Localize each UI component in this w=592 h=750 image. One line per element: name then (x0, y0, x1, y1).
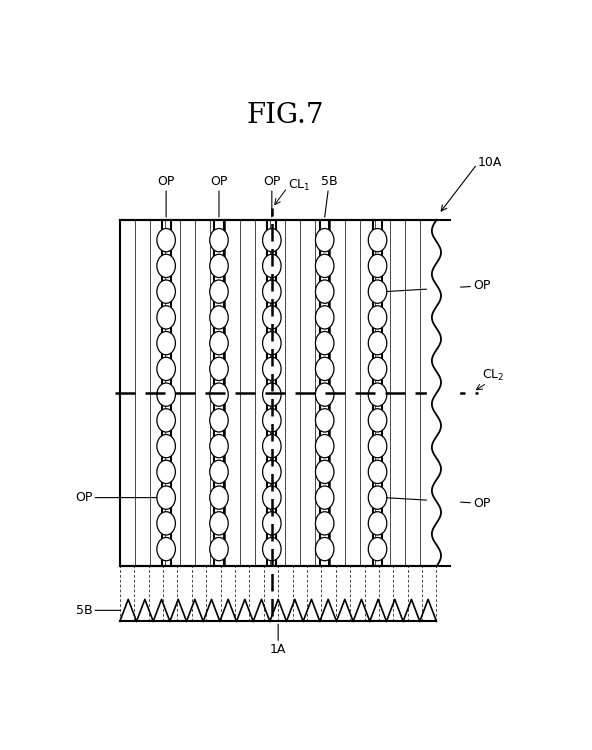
Circle shape (157, 512, 175, 535)
Circle shape (368, 229, 387, 252)
Circle shape (210, 306, 229, 329)
Circle shape (210, 280, 229, 303)
Circle shape (157, 434, 175, 457)
Text: OP: OP (157, 176, 175, 217)
Text: OP: OP (75, 491, 159, 504)
Circle shape (263, 332, 281, 355)
Circle shape (316, 229, 334, 252)
Circle shape (316, 434, 334, 457)
Circle shape (263, 409, 281, 432)
Circle shape (210, 538, 229, 561)
Text: OP: OP (263, 176, 281, 217)
Circle shape (368, 383, 387, 406)
Circle shape (210, 512, 229, 535)
Circle shape (368, 538, 387, 561)
Circle shape (263, 229, 281, 252)
Circle shape (316, 460, 334, 484)
Text: 5B: 5B (321, 176, 337, 217)
Circle shape (316, 512, 334, 535)
Circle shape (316, 306, 334, 329)
Circle shape (157, 538, 175, 561)
Circle shape (263, 486, 281, 509)
Circle shape (368, 512, 387, 535)
Circle shape (210, 357, 229, 380)
Circle shape (210, 383, 229, 406)
Circle shape (316, 383, 334, 406)
Circle shape (263, 280, 281, 303)
Text: 1A: 1A (270, 644, 287, 656)
Circle shape (316, 538, 334, 561)
Circle shape (263, 512, 281, 535)
Circle shape (210, 486, 229, 509)
Circle shape (263, 254, 281, 278)
Circle shape (263, 434, 281, 457)
Text: FIG.7: FIG.7 (246, 103, 324, 130)
Circle shape (210, 332, 229, 355)
Circle shape (368, 306, 387, 329)
Circle shape (157, 332, 175, 355)
Text: 10A: 10A (478, 156, 502, 169)
Circle shape (368, 357, 387, 380)
Circle shape (157, 486, 175, 509)
Circle shape (210, 460, 229, 484)
Circle shape (157, 383, 175, 406)
Circle shape (157, 280, 175, 303)
Circle shape (368, 434, 387, 457)
Circle shape (368, 486, 387, 509)
Circle shape (368, 332, 387, 355)
Circle shape (316, 486, 334, 509)
Circle shape (157, 254, 175, 278)
Circle shape (210, 229, 229, 252)
Circle shape (263, 538, 281, 561)
Circle shape (210, 434, 229, 457)
Text: OP: OP (384, 279, 491, 292)
Circle shape (157, 306, 175, 329)
Text: CL$_1$: CL$_1$ (288, 178, 310, 193)
Text: OP: OP (384, 497, 491, 510)
Text: OP: OP (210, 176, 228, 217)
Circle shape (316, 409, 334, 432)
Circle shape (157, 460, 175, 484)
Text: 5B: 5B (76, 604, 120, 616)
Circle shape (210, 409, 229, 432)
Text: CL$_2$: CL$_2$ (482, 368, 505, 383)
Circle shape (263, 357, 281, 380)
Circle shape (157, 409, 175, 432)
Circle shape (316, 254, 334, 278)
Circle shape (368, 409, 387, 432)
Circle shape (316, 332, 334, 355)
Circle shape (263, 306, 281, 329)
Circle shape (157, 357, 175, 380)
Circle shape (210, 254, 229, 278)
Circle shape (263, 383, 281, 406)
Circle shape (368, 460, 387, 484)
Circle shape (316, 280, 334, 303)
Circle shape (316, 357, 334, 380)
Circle shape (157, 229, 175, 252)
Circle shape (368, 254, 387, 278)
Circle shape (368, 280, 387, 303)
Circle shape (263, 460, 281, 484)
